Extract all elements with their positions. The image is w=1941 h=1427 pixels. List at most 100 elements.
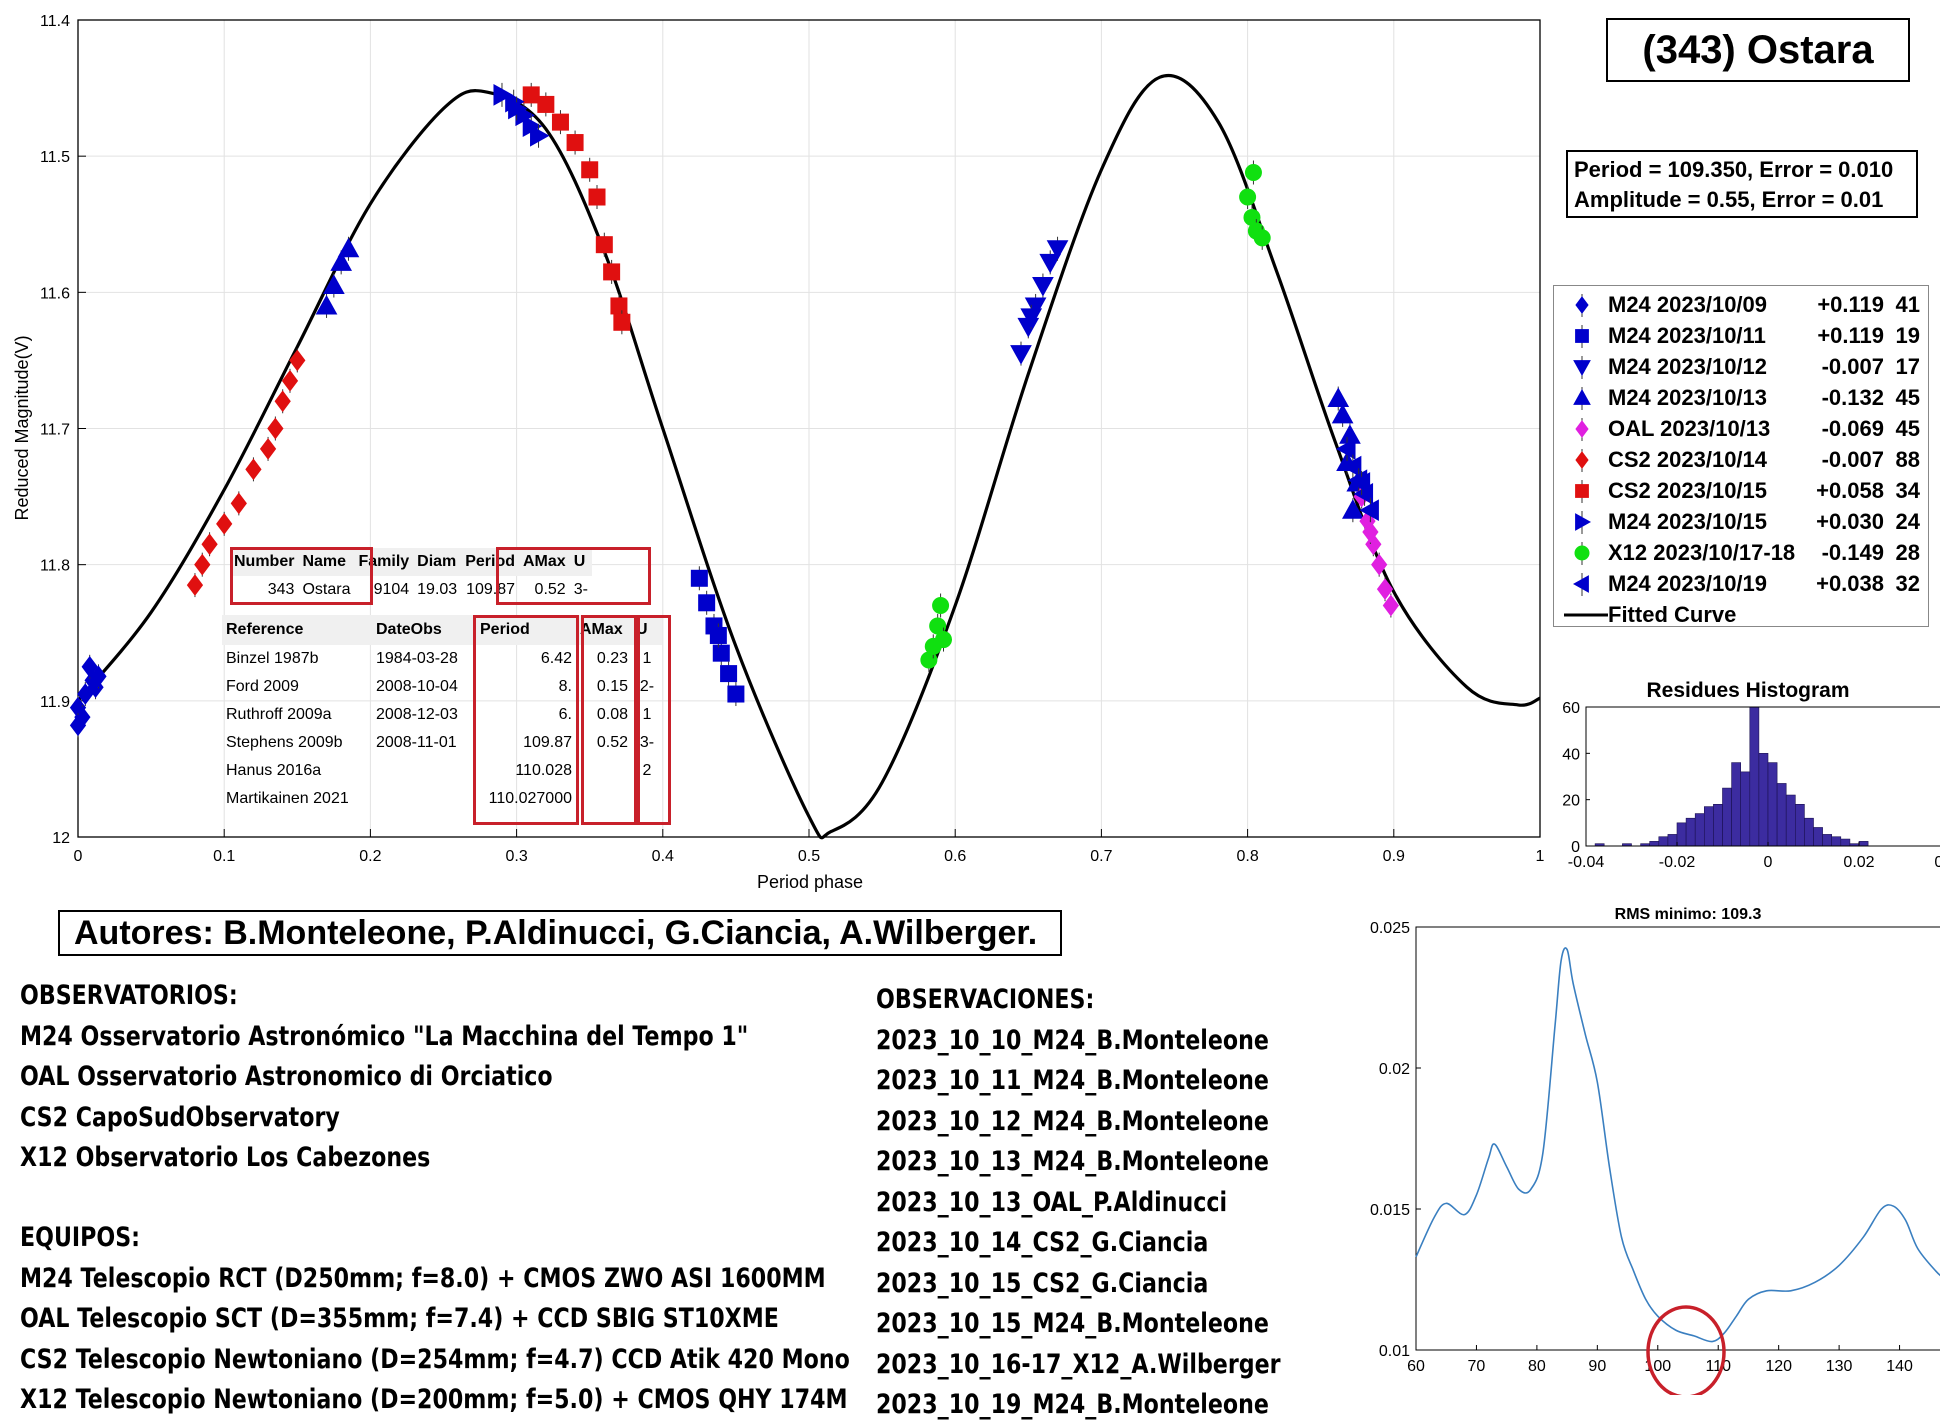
data-point <box>315 294 338 315</box>
data-point <box>330 251 353 271</box>
equipo-line: M24 Telescopio RCT (D250mm; f=8.0) + CMO… <box>20 1262 826 1294</box>
data-point <box>1382 594 1400 617</box>
reference-cell: Binzel 1987b <box>226 650 319 667</box>
histogram-bar <box>1749 706 1760 847</box>
legend-count: 88 <box>1895 447 1920 472</box>
data-point <box>1342 499 1364 519</box>
reference-cell: 2008-11-01 <box>376 734 457 751</box>
legend-marker-icon <box>1573 356 1591 379</box>
rms-ticks: 607080901001101201301401500.010.0150.020… <box>1370 920 1913 1375</box>
histogram-bar <box>1649 841 1660 847</box>
rms-x-tick-label: 70 <box>1468 1358 1486 1375</box>
legend-label: M24 2023/10/19 <box>1608 571 1768 596</box>
hist-x-tick-label: -0.04 <box>1568 854 1605 871</box>
data-point <box>932 597 950 615</box>
legend-count: 41 <box>1895 292 1920 317</box>
hist-x-tick-label: 0.04 <box>1934 854 1940 871</box>
legend-entry: OAL 2023/10/13 -0.069 45 <box>1554 414 1928 445</box>
legend-entry: M24 2023/10/19 +0.038 32 <box>1554 569 1928 600</box>
data-point <box>201 533 218 556</box>
legend-count: 45 <box>1895 416 1920 441</box>
legend-entry: M24 2023/10/09 +0.119 41 <box>1554 290 1928 321</box>
observacion-line: 2023_10_13_OAL_P.Aldinucci <box>876 1186 1228 1218</box>
data-point <box>727 685 745 703</box>
data-point <box>1239 188 1257 206</box>
rms-x-tick-label: 140 <box>1886 1358 1913 1375</box>
data-point <box>216 512 233 535</box>
data-point <box>69 714 87 737</box>
data-point <box>709 626 727 644</box>
observatorio-line: CS2 CapoSudObservatory <box>20 1101 340 1133</box>
reference-cell <box>632 785 662 813</box>
legend-entry: X12 2023/10/17-18 -0.149 28 <box>1554 538 1928 569</box>
data-point <box>1341 455 1362 478</box>
rms-x-tick-label: 120 <box>1765 1358 1792 1375</box>
equipos-heading: EQUIPOS: <box>20 1222 141 1253</box>
observacion-line: 2023_10_14_CS2_G.Ciancia <box>876 1227 1209 1258</box>
histogram-bar <box>1776 783 1787 847</box>
histogram-bars <box>1594 706 1869 847</box>
legend-count: 28 <box>1895 540 1920 565</box>
main-x-ticks: 0 0.1 0.2 0.3 0.4 0.5 0.6 0.7 0.8 0.9 1 <box>74 829 1545 865</box>
data-point <box>581 161 599 179</box>
data-point <box>1371 553 1388 576</box>
data-point <box>522 86 540 104</box>
hist-x-tick-label: -0.02 <box>1659 854 1696 871</box>
rms-y-tick-label: 0.02 <box>1379 1061 1410 1078</box>
x-tick-label: 0.8 <box>1236 848 1258 865</box>
data-point <box>493 84 514 106</box>
reference-row: Ford 2009 2008-10-04 8. 0.15 2- <box>222 673 662 701</box>
legend-marker <box>1575 420 1589 438</box>
data-point <box>81 655 98 678</box>
y-tick-label: 11.6 <box>40 285 70 302</box>
reference-cell: Ford 2009 <box>226 678 299 695</box>
data-point <box>1010 345 1032 365</box>
legend-offset: +0.119 <box>1817 323 1884 348</box>
hist-x-tick-label: 0 <box>1764 854 1773 871</box>
data-point <box>720 665 738 683</box>
data-point <box>610 297 628 315</box>
x-tick-label: 0.7 <box>1090 848 1112 865</box>
legend-marker-icon <box>1573 387 1591 410</box>
cell-family: 9104 <box>373 581 410 598</box>
reference-cell: 2 <box>642 762 652 779</box>
data-point <box>566 134 584 152</box>
histogram-bar <box>1676 822 1687 847</box>
legend-count: 32 <box>1895 571 1920 596</box>
data-point <box>1335 438 1356 460</box>
reference-cell: 110.027000 <box>488 790 572 807</box>
histogram-bar <box>1658 836 1669 847</box>
reference-cell: 0.52 <box>596 734 628 751</box>
histogram-bar <box>1731 762 1742 847</box>
histogram-bar <box>1685 817 1696 847</box>
legend-label: M24 2023/10/12 <box>1608 354 1768 379</box>
reference-cell: 1 <box>642 706 652 723</box>
legend-label: CS2 2023/10/14 <box>1608 447 1768 472</box>
rms-periodogram: RMS minimo: 109.3 60 70 80 90 100 110 120 130 14… <box>1370 906 1940 1395</box>
legend-offset: +0.119 <box>1817 292 1884 317</box>
data-point <box>698 594 716 612</box>
asteroid-title: (343) Ostara <box>1606 18 1910 82</box>
observacion-line: 2023_10_15_M24_B.Monteleone <box>876 1308 1269 1339</box>
hist-y-tick-label: 20 <box>1562 793 1580 810</box>
main-data-points <box>69 82 1400 738</box>
col-ref-u: U <box>632 615 662 645</box>
residues-histogram: Residues Histogram -0.04 -0.02 0 0.02 0.04 0 2… <box>1562 679 1940 871</box>
y-tick-label: 12 <box>52 830 70 847</box>
histogram-ticks: -0.04 -0.02 0 0.02 0.04 0 20 40 60 <box>1562 700 1940 871</box>
col-reference: Reference <box>222 615 372 645</box>
legend-offset: -0.007 <box>1821 447 1884 472</box>
legend-offset: -0.149 <box>1821 540 1884 565</box>
reference-cell: 2008-10-04 <box>376 678 458 695</box>
observacion-line: 2023_10_16-17_X12_A.Wilberger <box>876 1348 1281 1380</box>
observatorio-line: M24 Osservatorio Astronómico "La Macchin… <box>20 1020 749 1052</box>
legend-marker <box>1573 388 1591 405</box>
data-point <box>1253 229 1271 247</box>
equipos-section: EQUIPOS: M24 Telescopio RCT (D250mm; f=8… <box>20 1218 850 1421</box>
legend-label: M24 2023/10/15 <box>1608 509 1768 534</box>
histogram-bar <box>1831 836 1842 847</box>
data-point <box>613 313 631 331</box>
data-point <box>1032 277 1054 297</box>
legend-marker <box>1575 296 1589 314</box>
histogram-bar <box>1694 813 1705 847</box>
